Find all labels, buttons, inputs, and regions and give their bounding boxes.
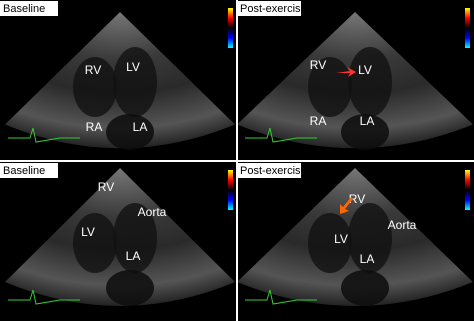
caption-box — [237, 163, 301, 178]
echo-panel: Baseline RV LV RA LA — [0, 1, 235, 150]
red-arrow — [336, 67, 356, 77]
chamber — [73, 57, 117, 117]
ecg-trace — [245, 127, 317, 143]
caption-box — [0, 1, 58, 16]
anatomy-label: RA — [86, 120, 103, 134]
anatomy-label: LA — [133, 120, 148, 134]
chamber — [308, 57, 352, 117]
color-bar — [228, 170, 233, 210]
color-bar — [465, 170, 470, 210]
chamber — [113, 203, 157, 273]
panel-caption: Post-exercise — [240, 165, 307, 177]
anatomy-label: RV — [349, 192, 365, 206]
caption-box — [0, 163, 58, 178]
chamber — [341, 270, 389, 306]
anatomy-label: LV — [81, 225, 95, 239]
chamber — [113, 47, 157, 117]
echo-panel: Baseline RV Aorta LV LA — [0, 163, 235, 306]
ecg-trace — [8, 289, 80, 305]
chamber — [308, 213, 352, 273]
anatomy-label: RA — [310, 114, 327, 128]
caption-box — [237, 1, 301, 16]
echo-panel: Post-exercise RV Aorta LV LA — [237, 163, 473, 306]
chamber — [106, 114, 154, 150]
red-arrow — [340, 197, 353, 214]
anatomy-label: LV — [358, 63, 372, 77]
color-bar — [228, 8, 233, 48]
ecg-trace — [245, 289, 317, 305]
panel-caption: Post-exercise — [240, 3, 307, 15]
anatomy-label: Aorta — [138, 205, 167, 219]
anatomy-label: LA — [126, 249, 141, 263]
chamber — [348, 203, 392, 273]
chamber — [73, 213, 117, 273]
anatomy-label: LA — [360, 252, 375, 266]
panel-caption: Baseline — [3, 165, 45, 177]
anatomy-label: Aorta — [388, 218, 417, 232]
panel-caption: Baseline — [3, 3, 45, 15]
color-bar — [465, 8, 470, 48]
chamber — [341, 114, 389, 150]
chamber — [348, 47, 392, 117]
anatomy-label: LV — [126, 60, 140, 74]
anatomy-label: LA — [360, 114, 375, 128]
anatomy-label: LV — [334, 232, 348, 246]
echo-panel: Post-exercise RV LV RA LA — [237, 1, 473, 150]
ecg-trace — [8, 127, 80, 143]
anatomy-label: RV — [310, 58, 326, 72]
anatomy-label: RV — [85, 63, 101, 77]
chamber — [106, 270, 154, 306]
anatomy-label: RV — [98, 180, 114, 194]
